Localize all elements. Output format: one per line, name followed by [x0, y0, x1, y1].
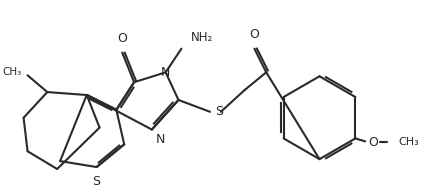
Text: N: N	[155, 133, 165, 146]
Text: O: O	[249, 28, 259, 41]
Text: O: O	[117, 32, 127, 45]
Text: NH₂: NH₂	[191, 31, 213, 44]
Text: S: S	[92, 175, 101, 188]
Text: N: N	[161, 66, 170, 79]
Text: O: O	[367, 136, 377, 149]
Text: CH₃: CH₃	[3, 67, 22, 77]
Text: CH₃: CH₃	[398, 137, 418, 147]
Text: S: S	[214, 105, 222, 118]
